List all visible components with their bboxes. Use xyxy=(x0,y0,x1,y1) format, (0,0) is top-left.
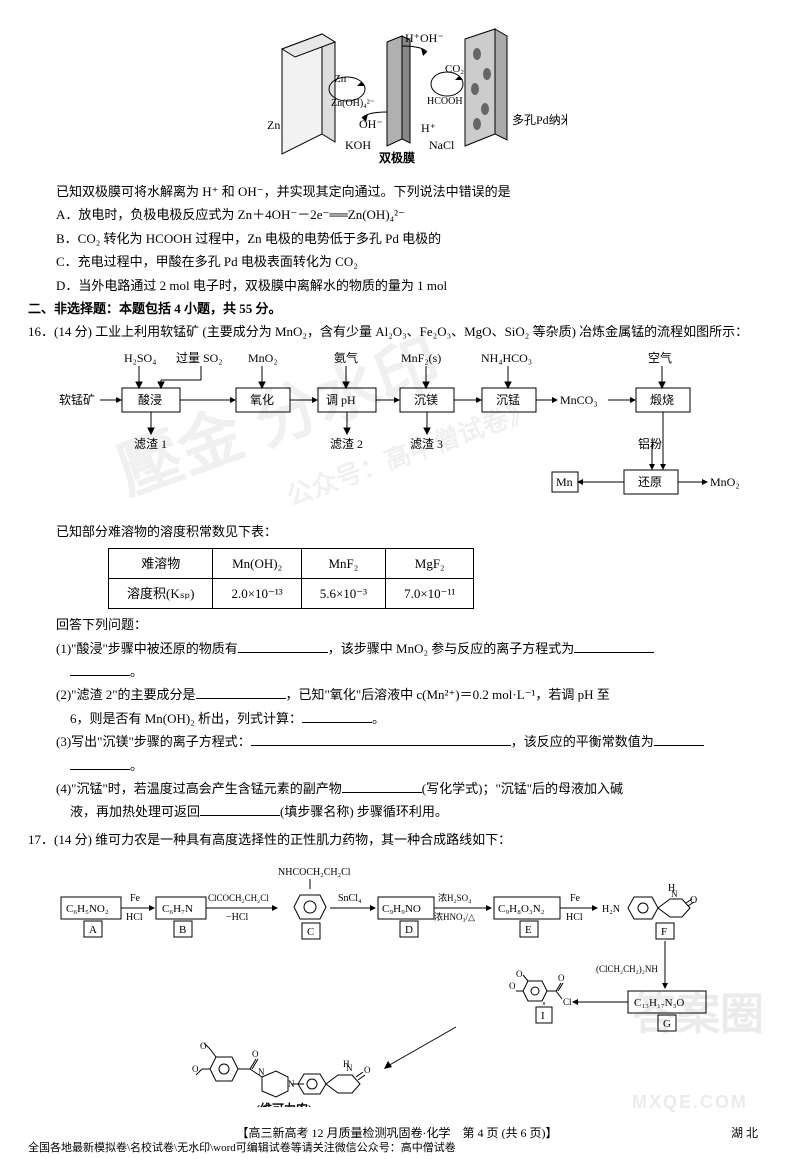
svg-text:滤渣 2: 滤渣 2 xyxy=(330,437,363,451)
svg-text:ClCOCH₂CH₂Cl: ClCOCH₂CH₂Cl xyxy=(208,893,269,903)
svg-text:沉镁: 沉镁 xyxy=(414,393,438,407)
synthesis-route: C₆H₅NO₂ A FeHCl C₆H₇N B ClCOCH₂CH₂Cl−HCl… xyxy=(56,857,766,1114)
svg-text:氨气: 氨气 xyxy=(334,350,358,365)
svg-text:−HCl: −HCl xyxy=(226,912,249,923)
q15-premise: 已知双极膜可将水解离为 H⁺ 和 OH⁻，并实现其定向通过。下列说法中错误的是 xyxy=(56,180,766,203)
svg-text:B: B xyxy=(179,924,186,936)
q16-1: (1)"酸浸"步骤中被还原的物质有，该步骤中 MnO₂ 参与反应的离子方程式为 xyxy=(56,637,766,660)
svg-text:氧化: 氧化 xyxy=(250,393,274,407)
svg-text:HCl: HCl xyxy=(126,912,143,923)
svg-text:滤渣 1: 滤渣 1 xyxy=(134,437,167,451)
svg-text:O: O xyxy=(516,969,523,979)
svg-text:N: N xyxy=(258,1067,265,1077)
svg-text:H₂N: H₂N xyxy=(602,904,620,915)
svg-text:滤渣 3: 滤渣 3 xyxy=(410,437,443,451)
svg-text:E: E xyxy=(525,924,532,936)
solubility-table: 难溶物 Mn(OH)₂ MnF₂ MgF₂ 溶度积(Kₛₚ) 2.0×10⁻¹³… xyxy=(108,548,474,610)
svg-text:HCl: HCl xyxy=(566,912,583,923)
electrochem-diagram: Zn Zn Zn(OH)₄²⁻ H⁺ OH⁻ OH⁻ 双极膜 KOH 多孔Pd纳… xyxy=(28,24,766,174)
footer-sub: 全国各地最新模拟卷\名校试卷\无水印\word可编辑试卷等请关注微信公众号：高中… xyxy=(28,1139,456,1159)
q16-4: (4)"沉锰"时，若温度过高会产生含锰元素的副产物(写化学式)；"沉锰"后的母液… xyxy=(56,777,766,800)
q16-3: (3)写出"沉镁"步骤的离子方程式：，该反应的平衡常数值为 xyxy=(56,730,766,753)
svg-text:多孔Pd纳米片: 多孔Pd纳米片 xyxy=(512,113,567,127)
svg-text:C₆H₅NO₂: C₆H₅NO₂ xyxy=(66,903,109,915)
svg-text:NaCl: NaCl xyxy=(429,138,455,152)
svg-text:Fe: Fe xyxy=(130,893,141,904)
flowchart: H₂SO₄ 过量 SO₂ MnO₂ 氨气 MnF₂(s) NH₄HCO₃ 空气 … xyxy=(56,348,766,520)
svg-text:O: O xyxy=(558,973,565,983)
svg-text:酸浸: 酸浸 xyxy=(138,392,162,407)
svg-text:C₉H₉NO: C₉H₉NO xyxy=(382,903,421,915)
svg-text:O: O xyxy=(200,1041,207,1051)
svg-text:浓HNO₃/△: 浓HNO₃/△ xyxy=(434,912,475,922)
svg-text:煅烧: 煅烧 xyxy=(650,392,674,407)
svg-text:Zn: Zn xyxy=(334,73,347,85)
svg-text:MnO₂: MnO₂ xyxy=(710,475,740,489)
svg-text:H⁺: H⁺ xyxy=(405,31,420,45)
svg-text:C: C xyxy=(307,926,314,938)
svg-text:MnO₂: MnO₂ xyxy=(248,351,278,365)
svg-text:铝粉: 铝粉 xyxy=(638,436,662,451)
svg-text:NHCOCH₂CH₂Cl: NHCOCH₂CH₂Cl xyxy=(278,867,351,878)
svg-text:F: F xyxy=(661,926,667,938)
svg-text:MnCO₃: MnCO₃ xyxy=(560,393,598,407)
svg-text:(维可力农): (维可力农) xyxy=(256,1101,312,1107)
svg-text:浓H₂SO₄: 浓H₂SO₄ xyxy=(438,893,471,903)
choice-c: C．充电过程中，甲酸在多孔 Pd 电极表面转化为 CO₂ xyxy=(56,250,766,273)
svg-text:CO₂: CO₂ xyxy=(445,63,464,75)
svg-text:(ClCH₂CH₂)₂NH: (ClCH₂CH₂)₂NH xyxy=(596,964,658,974)
section-2-title: 二、非选择题：本题包括 4 小题，共 55 分。 xyxy=(28,297,766,320)
svg-text:C₆H₇N: C₆H₇N xyxy=(162,903,193,915)
svg-text:H₂SO₄: H₂SO₄ xyxy=(124,351,156,365)
svg-text:HCOOH: HCOOH xyxy=(427,96,463,107)
svg-text:Fe: Fe xyxy=(570,893,581,904)
svg-text:NH₄HCO₃: NH₄HCO₃ xyxy=(481,351,532,365)
svg-text:H⁺: H⁺ xyxy=(421,121,436,135)
svg-text:沉锰: 沉锰 xyxy=(496,392,520,407)
svg-text:A: A xyxy=(89,924,97,936)
svg-text:H: H xyxy=(343,1059,350,1069)
choice-d: D．当外电路通过 2 mol 电子时，双极膜中离解水的物质的量为 1 mol xyxy=(56,274,766,297)
choice-b: B．CO₂ 转化为 HCOOH 过程中，Zn 电极的电势低于多孔 Pd 电极的 xyxy=(56,227,766,250)
svg-text:C₁₃H₁₇N₃O: C₁₃H₁₇N₃O xyxy=(634,997,684,1009)
q16-answer-intro: 回答下列问题： xyxy=(56,613,766,636)
svg-text:KOH: KOH xyxy=(345,138,371,152)
svg-text:过量 SO₂: 过量 SO₂ xyxy=(176,351,223,365)
q16-table-intro: 已知部分难溶物的溶度积常数见下表： xyxy=(56,520,766,543)
svg-text:调 pH: 调 pH xyxy=(326,393,356,407)
svg-text:N: N xyxy=(671,889,678,899)
q16-2: (2)"滤渣 2"的主要成分是，已知"氧化"后溶液中 c(Mn²⁺)＝0.2 m… xyxy=(56,683,766,706)
svg-text:D: D xyxy=(405,924,413,936)
q16-stem: 16．(14 分) 工业上利用软锰矿 (主要成分为 MnO₂，含有少量 Al₂O… xyxy=(56,320,766,343)
choice-a: A．放电时，负极电极反应式为 Zn＋4OH⁻－2e⁻══Zn(OH)₄²⁻ xyxy=(56,203,766,226)
svg-text:OH⁻: OH⁻ xyxy=(420,31,444,45)
svg-text:C₉H₈O₃N₂: C₉H₈O₃N₂ xyxy=(498,903,545,915)
svg-text:Zn(OH)₄²⁻: Zn(OH)₄²⁻ xyxy=(331,98,375,109)
label-zn: Zn xyxy=(267,118,280,132)
svg-text:OH⁻: OH⁻ xyxy=(359,117,383,131)
svg-text:空气: 空气 xyxy=(648,350,672,365)
svg-text:软锰矿: 软锰矿 xyxy=(59,392,95,407)
svg-text:O: O xyxy=(364,1065,371,1075)
svg-text:SnCl₄: SnCl₄ xyxy=(338,893,362,904)
svg-text:还原: 还原 xyxy=(638,475,662,489)
svg-text:双极膜: 双极膜 xyxy=(379,150,415,165)
q17-stem: 17．(14 分) 维可力农是一种具有高度选择性的正性肌力药物，其一种合成路线如… xyxy=(56,828,766,851)
svg-text:G: G xyxy=(663,1018,671,1030)
svg-text:MnF₂(s): MnF₂(s) xyxy=(401,351,441,365)
svg-text:O: O xyxy=(509,981,516,991)
svg-text:Cl: Cl xyxy=(563,997,572,1007)
svg-text:O: O xyxy=(252,1049,259,1059)
svg-text:I: I xyxy=(541,1010,545,1022)
svg-text:Mn: Mn xyxy=(556,475,573,489)
